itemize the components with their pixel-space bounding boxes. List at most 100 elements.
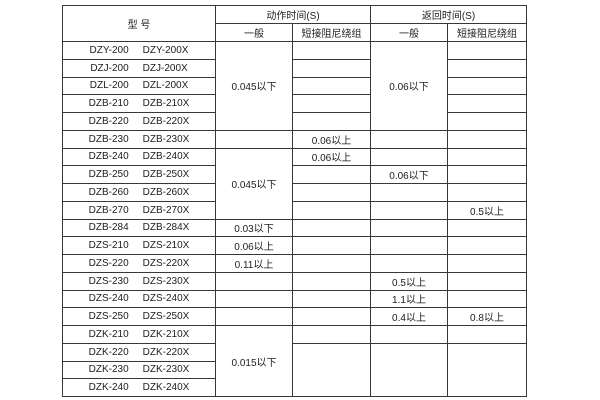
table-row: DZS-210 DZS-210X 0.06以上 <box>62 236 527 255</box>
model-name-primary: DZB-220 <box>88 115 129 127</box>
model-name-variant: DZK-230X <box>142 364 190 376</box>
model-cell: DZS-230 DZS-230X <box>62 271 216 291</box>
table-row: DZY-200 DZY-200X 0.045以下 0.06以下 <box>62 41 527 131</box>
table-row: DZJ-200 DZJ-200X <box>62 58 527 78</box>
model-name-primary: DZB-284 <box>88 222 129 234</box>
cell-return-damping <box>447 289 527 309</box>
model-name-variant: DZS-210X <box>142 240 190 252</box>
table-row: DZB-240 DZB-240X 0.045以下 0.06以上 <box>62 147 527 220</box>
model-name-variant: DZK-240X <box>142 382 190 394</box>
table-row: DZB-250 DZB-250X 0.06以下 <box>62 165 527 184</box>
cell-return-general <box>370 129 448 149</box>
cell-return-damping <box>447 236 527 255</box>
model-cell: DZS-240 DZS-240X <box>62 289 216 309</box>
cell-return-damping <box>447 41 527 60</box>
table-row: DZK-240 DZK-240X <box>62 378 527 397</box>
cell-action-damping <box>292 236 371 255</box>
cell-action-damping <box>292 342 371 398</box>
cell-action-general: 0.06以上 <box>215 236 293 255</box>
model-cell: DZS-250 DZS-250X <box>62 307 216 326</box>
cell-return-damping <box>447 183 527 202</box>
model-cell: DZB-250 DZB-250X <box>62 165 216 184</box>
model-cell: DZB-270 DZB-270X <box>62 200 216 220</box>
spec-table: 型 号 动作时间(S) 返回时间(S) 一般 短接阻尼绕组 一般 短接阻尼绕组 … <box>62 5 527 398</box>
cell-action-general: 0.015以下 <box>215 325 293 397</box>
cell-return-damping: 0.8以上 <box>447 307 527 326</box>
table-row: DZB-230 DZB-230X 0.06以上 <box>62 129 527 149</box>
cell-return-damping <box>447 165 527 184</box>
cell-action-damping <box>292 271 371 291</box>
cell-return-damping <box>447 325 527 344</box>
model-name-primary: DZK-210 <box>88 328 129 340</box>
model-name-primary: DZS-230 <box>88 275 129 287</box>
cell-return-general <box>370 147 448 167</box>
cell-action-damping <box>292 165 371 184</box>
cell-action-damping <box>292 76 371 96</box>
cell-return-general <box>370 236 448 255</box>
model-name-primary: DZK-220 <box>88 346 129 358</box>
table-row: DZB-220 DZB-220X <box>62 112 527 131</box>
model-name-variant: DZB-210X <box>142 98 190 110</box>
table-row: DZB-210 DZB-210X <box>62 94 527 113</box>
table-row: DZS-230 DZS-230X 0.5以上 <box>62 271 527 291</box>
model-name-variant: DZS-240X <box>142 293 190 305</box>
table-row: DZS-240 DZS-240X 1.1以上 <box>62 289 527 309</box>
model-name-variant: DZK-220X <box>142 346 190 358</box>
model-name-primary: DZS-210 <box>88 240 129 252</box>
cell-return-general: 0.06以下 <box>370 41 448 131</box>
table-row: DZK-220 DZK-220X <box>62 342 527 398</box>
cell-action-damping <box>292 307 371 326</box>
model-cell: DZB-220 DZB-220X <box>62 112 216 131</box>
cell-return-general <box>370 325 448 344</box>
model-cell: DZK-230 DZK-230X <box>62 360 216 380</box>
cell-action-general <box>215 129 293 149</box>
cell-action-damping <box>292 112 371 131</box>
cell-action-damping <box>292 218 371 238</box>
cell-return-general: 0.5以上 <box>370 271 448 291</box>
header-action-damping: 短接阻尼绕组 <box>292 23 371 42</box>
header-action-general: 一般 <box>215 23 293 42</box>
cell-action-general: 0.11以上 <box>215 254 293 273</box>
cell-action-damping: 0.06以上 <box>292 147 371 167</box>
cell-action-general: 0.045以下 <box>215 41 293 131</box>
model-name-variant: DZS-220X <box>142 257 190 269</box>
model-cell: DZK-220 DZK-220X <box>62 342 216 362</box>
cell-return-general <box>370 254 448 273</box>
cell-return-damping <box>447 147 527 167</box>
cell-action-damping <box>292 58 371 78</box>
model-cell: DZY-200 DZY-200X <box>62 41 216 60</box>
model-name-variant: DZB-284X <box>142 222 190 234</box>
table-row: DZB-270 DZB-270X 0.5以上 <box>62 200 527 220</box>
model-name-variant: DZB-270X <box>142 204 190 216</box>
model-cell: DZS-220 DZS-220X <box>62 254 216 273</box>
cell-return-general: 0.06以下 <box>370 165 448 184</box>
cell-action-damping: 0.06以上 <box>292 129 371 149</box>
model-cell: DZK-240 DZK-240X <box>62 378 216 397</box>
model-name-primary: DZK-230 <box>88 364 129 376</box>
model-name-primary: DZB-260 <box>88 186 129 198</box>
cell-return-damping <box>447 129 527 149</box>
cell-return-general <box>370 218 448 238</box>
cell-action-damping <box>292 254 371 273</box>
model-name-primary: DZB-270 <box>88 204 129 216</box>
cell-action-general <box>215 289 293 309</box>
model-name-primary: DZS-250 <box>88 311 129 323</box>
model-name-variant: DZB-250X <box>142 169 190 181</box>
model-cell: DZJ-200 DZJ-200X <box>62 58 216 78</box>
model-name-primary: DZS-220 <box>88 257 129 269</box>
model-name-variant: DZJ-200X <box>142 62 188 74</box>
model-name-variant: DZB-220X <box>142 115 190 127</box>
table-row: DZB-284 DZB-284X 0.03以下 <box>62 218 527 238</box>
model-cell: DZB-230 DZB-230X <box>62 129 216 149</box>
model-name-variant: DZB-240X <box>142 151 190 163</box>
header-return-time: 返回时间(S) <box>370 5 527 24</box>
cell-return-damping <box>447 271 527 291</box>
model-name-primary: DZB-210 <box>88 98 129 110</box>
table-row: DZS-250 DZS-250X 0.4以上 0.8以上 <box>62 307 527 326</box>
cell-action-damping <box>292 94 371 113</box>
cell-action-damping <box>292 41 371 60</box>
cell-action-general: 0.045以下 <box>215 147 293 220</box>
model-name-primary: DZY-200 <box>89 44 129 56</box>
cell-action-damping <box>292 200 371 220</box>
header-action-time: 动作时间(S) <box>215 5 371 24</box>
